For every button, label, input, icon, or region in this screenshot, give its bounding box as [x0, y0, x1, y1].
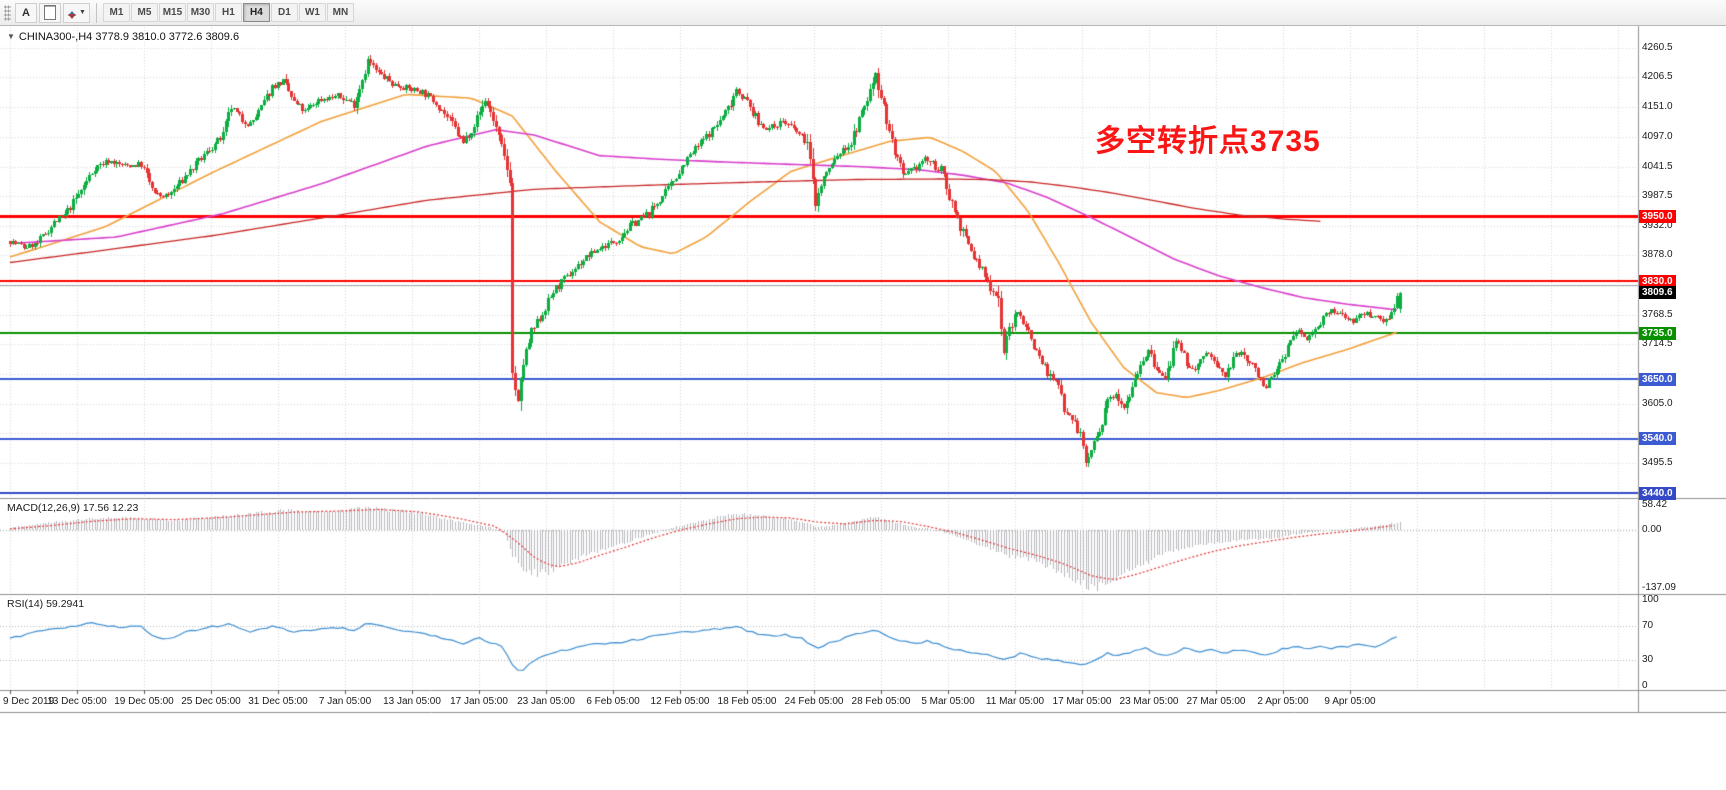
rsi-scale-label: 100 — [1642, 594, 1659, 605]
time-axis-label: 25 Dec 05:00 — [181, 696, 241, 707]
time-axis-label: 28 Feb 05:00 — [851, 696, 911, 707]
hline-price-badge: 3950.0 — [1639, 209, 1676, 223]
chart-title: ▼ CHINA300-,H4 3778.9 3810.0 3772.6 3809.… — [7, 31, 239, 43]
chart-text-annotation: 多空转折点3735 — [1095, 125, 1321, 158]
timeframe-button-d1[interactable]: D1 — [270, 3, 298, 22]
time-axis-label: 18 Feb 05:00 — [717, 696, 777, 707]
template-tool-button[interactable] — [39, 2, 61, 23]
hline-price-badge: 3830.0 — [1639, 274, 1676, 288]
bid-price-badge: 3809.6 — [1639, 286, 1676, 300]
up-down-arrows-icon — [67, 6, 76, 20]
scale-dropdown-button[interactable]: ▼ — [63, 2, 90, 23]
timeframe-toolbar: M1 M5 M15 M30 H1 H4 D1 W1 MN — [102, 3, 355, 22]
price-axis-label: 4260.5 — [1642, 42, 1673, 53]
top-toolbar: A ▼ M1 M5 M15 M30 H1 H4 D1 W1 MN — [0, 0, 1726, 26]
time-axis-label: 17 Jan 05:00 — [450, 696, 508, 707]
rsi-indicator-label: RSI(14) 59.2941 — [7, 598, 85, 610]
timeframe-button-m1[interactable]: M1 — [102, 3, 130, 22]
price-axis-label: 3932.0 — [1642, 220, 1673, 232]
document-icon — [44, 5, 56, 20]
time-axis-label: 7 Jan 05:00 — [318, 696, 372, 707]
price-axis-label: 4151.0 — [1642, 101, 1673, 113]
time-axis-label: 13 Jan 05:00 — [383, 696, 441, 707]
chart-symbol-period: CHINA300-,H4 — [18, 31, 93, 43]
time-axis-label: 17 Mar 05:00 — [1052, 696, 1112, 707]
timeframe-button-m15[interactable]: M15 — [158, 3, 186, 22]
price-axis-label: 4206.5 — [1642, 71, 1673, 83]
time-axis-label: 23 Mar 05:00 — [1119, 696, 1179, 707]
hline-price-badge: 3650.0 — [1639, 372, 1676, 386]
price-axis-label: 4041.5 — [1642, 160, 1673, 172]
price-axis-label: 3768.5 — [1642, 308, 1673, 320]
chart-ohlc-values: 3778.9 3810.0 3772.6 3809.6 — [95, 31, 240, 43]
dropdown-caret-icon: ▼ — [79, 9, 86, 16]
time-axis-label: 27 Mar 05:00 — [1186, 696, 1246, 707]
toolbar-grip[interactable] — [4, 4, 11, 21]
time-axis-label: 23 Jan 05:00 — [517, 696, 575, 707]
macd-scale-label: 0.00 — [1642, 523, 1662, 535]
timeframe-button-w1[interactable]: W1 — [298, 3, 326, 22]
macd-scale-label: -137.09 — [1642, 582, 1676, 593]
time-axis-label: 9 Dec 2019 — [3, 696, 55, 707]
macd-scale-label: 58.42 — [1642, 499, 1668, 510]
timeframe-button-mn[interactable]: MN — [326, 3, 354, 22]
rsi-scale-label: 70 — [1642, 619, 1654, 631]
timeframe-button-m5[interactable]: M5 — [130, 3, 158, 22]
time-axis-label: 6 Feb 05:00 — [586, 696, 640, 707]
time-axis-label: 9 Apr 05:00 — [1324, 696, 1376, 707]
timeframe-button-m30[interactable]: M30 — [186, 3, 214, 22]
price-axis-label: 4097.0 — [1642, 130, 1673, 142]
rsi-scale-label: 0 — [1642, 680, 1648, 691]
price-axis-label: 3987.5 — [1642, 190, 1673, 202]
price-axis-label: 3605.0 — [1642, 397, 1673, 409]
text-label-tool-button[interactable]: A — [15, 2, 37, 23]
time-axis-label: 31 Dec 05:00 — [248, 696, 308, 707]
time-axis-label: 24 Feb 05:00 — [784, 696, 844, 707]
price-axis-label: 3714.5 — [1642, 338, 1673, 350]
toolbar-separator — [95, 2, 97, 23]
rsi-scale-label: 30 — [1642, 654, 1654, 666]
hline-price-badge: 3735.0 — [1639, 326, 1676, 340]
price-axis-label: 3495.5 — [1642, 456, 1673, 468]
macd-indicator-label: MACD(12,26,9) 17.56 12.23 — [7, 502, 139, 514]
chart-marker-icon: ▼ — [7, 32, 15, 41]
time-axis-label: 2 Apr 05:00 — [1257, 696, 1309, 707]
timeframe-button-h1[interactable]: H1 — [214, 3, 242, 22]
price-axis-label: 3878.0 — [1642, 249, 1673, 261]
timeframe-button-h4[interactable]: H4 — [242, 3, 270, 22]
time-axis-label: 5 Mar 05:00 — [921, 696, 975, 707]
time-axis-label: 11 Mar 05:00 — [985, 696, 1045, 707]
time-axis-label: 19 Dec 05:00 — [114, 696, 174, 707]
hline-price-badge: 3440.0 — [1639, 486, 1676, 500]
time-axis-label: 12 Feb 05:00 — [650, 696, 710, 707]
hline-price-badge: 3540.0 — [1639, 432, 1676, 446]
time-axis-label: 13 Dec 05:00 — [47, 696, 107, 707]
